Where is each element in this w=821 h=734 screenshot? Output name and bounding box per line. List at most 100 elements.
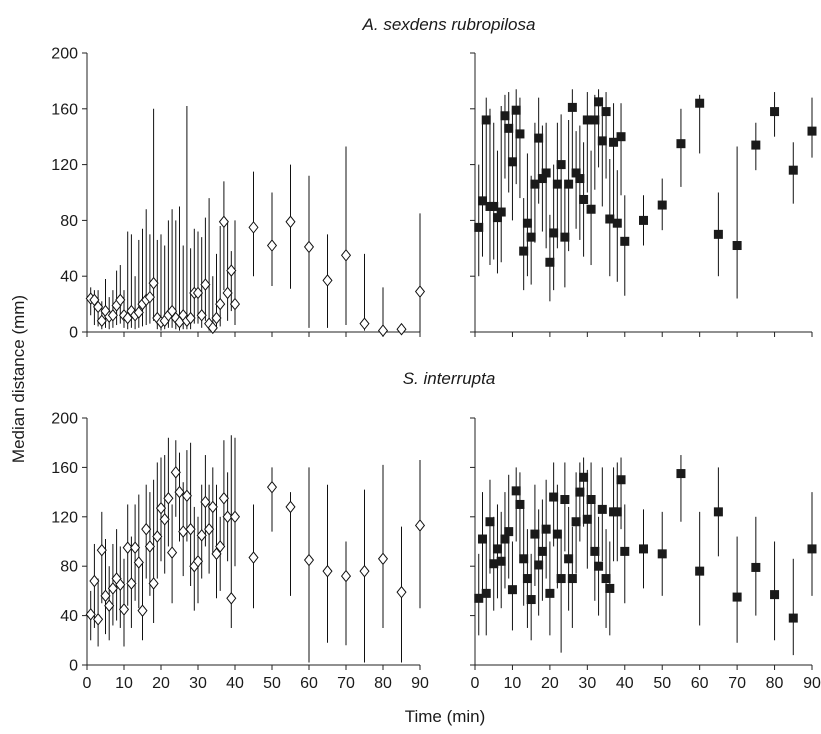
- data-point-diamond: [167, 546, 178, 559]
- data-point-diamond: [211, 547, 222, 561]
- data-point-diamond: [115, 578, 126, 592]
- data-point-diamond: [340, 569, 352, 583]
- data-point-square: [751, 140, 761, 150]
- data-point-diamond: [163, 491, 174, 505]
- x-tick-label: 90: [803, 675, 821, 692]
- data-point-diamond: [118, 603, 130, 616]
- data-point-square: [504, 527, 514, 537]
- data-point-diamond: [152, 530, 163, 543]
- x-tick-label: 10: [504, 675, 522, 692]
- x-tick-label: 40: [226, 675, 244, 692]
- data-point-square: [515, 129, 525, 139]
- data-point-square: [534, 560, 544, 570]
- data-point-square: [541, 168, 551, 178]
- data-point-diamond: [181, 489, 192, 503]
- y-tick-label: 200: [51, 411, 78, 428]
- data-point-square: [511, 486, 521, 496]
- data-point-diamond: [207, 321, 218, 335]
- data-point-square: [788, 165, 798, 175]
- x-tick-label: 0: [83, 675, 92, 692]
- data-point-square: [534, 133, 544, 143]
- panel-3: 0 40 80 120 160 200 0 10 20 30 40 50 60 70 80 90: [51, 411, 429, 693]
- data-point-square: [590, 115, 600, 125]
- data-point-diamond: [218, 491, 229, 505]
- data-point-square: [605, 214, 615, 224]
- data-point-square: [751, 562, 761, 572]
- data-point-square: [556, 160, 566, 170]
- data-point-square: [657, 200, 667, 210]
- data-point-diamond: [144, 540, 155, 553]
- data-point-square: [485, 517, 495, 527]
- data-point-diamond: [200, 278, 211, 291]
- x-tick-label: 60: [300, 675, 318, 692]
- data-point-diamond: [174, 485, 185, 499]
- y-axis-label: Median distance (mm): [9, 295, 28, 463]
- data-point-diamond: [322, 274, 333, 287]
- data-point-square: [770, 107, 780, 117]
- data-point-diamond: [141, 522, 152, 536]
- data-point-diamond: [204, 522, 215, 536]
- data-point-square: [500, 111, 510, 121]
- data-point-diamond: [96, 314, 107, 328]
- data-point-diamond: [133, 556, 144, 569]
- y-tick-label: 0: [69, 658, 78, 675]
- data-point-square: [556, 574, 566, 584]
- data-point-diamond: [266, 480, 278, 494]
- data-point-square: [612, 507, 622, 517]
- x-tick-label: 50: [653, 675, 671, 692]
- data-point-square: [594, 97, 604, 107]
- data-point-diamond: [144, 290, 155, 304]
- data-point-square: [695, 98, 705, 108]
- data-point-diamond: [377, 324, 389, 337]
- data-point-diamond: [192, 286, 204, 300]
- data-point-square: [537, 546, 547, 556]
- data-point-diamond: [196, 308, 207, 322]
- data-point-square: [489, 201, 499, 211]
- data-point-diamond: [85, 608, 96, 621]
- data-point-square: [567, 574, 577, 584]
- data-point-diamond: [115, 293, 126, 307]
- data-point-square: [582, 514, 592, 524]
- data-point-diamond: [178, 525, 189, 538]
- data-point-square: [770, 590, 780, 600]
- data-point-square: [575, 174, 585, 184]
- data-point-square: [597, 136, 607, 146]
- data-point-diamond: [196, 529, 207, 542]
- x-tick-label: 30: [578, 675, 596, 692]
- data-point-square: [545, 588, 555, 598]
- panel-2: [470, 52, 817, 337]
- data-point-diamond: [285, 500, 296, 514]
- data-point-square: [594, 561, 604, 571]
- data-point-diamond: [185, 522, 196, 536]
- data-point-square: [639, 544, 648, 554]
- top-panel-title: A. sexdens rubropilosa: [362, 15, 536, 34]
- data-point-square: [496, 207, 506, 217]
- data-point-diamond: [229, 297, 241, 311]
- data-point-square: [713, 229, 723, 239]
- data-point-square: [560, 495, 570, 505]
- data-point-square: [560, 232, 570, 242]
- data-point-square: [522, 218, 532, 228]
- data-point-square: [477, 534, 487, 544]
- data-point-square: [590, 546, 600, 556]
- data-point-square: [492, 544, 502, 554]
- data-point-square: [597, 504, 607, 514]
- data-point-square: [571, 517, 581, 527]
- data-point-square: [732, 592, 742, 602]
- data-point-diamond: [170, 466, 181, 479]
- data-point-diamond: [192, 554, 204, 568]
- data-point-diamond: [229, 510, 241, 524]
- data-point-square: [601, 574, 611, 584]
- data-point-square: [537, 174, 547, 184]
- data-point-diamond: [89, 574, 100, 588]
- y-tick-label: 160: [51, 460, 78, 477]
- data-point-diamond: [126, 577, 137, 590]
- data-point-diamond: [130, 541, 141, 554]
- data-point-square: [620, 236, 630, 246]
- data-point-square: [549, 228, 559, 238]
- data-point-square: [515, 499, 525, 509]
- data-point-square: [616, 475, 626, 485]
- data-point-diamond: [414, 285, 426, 298]
